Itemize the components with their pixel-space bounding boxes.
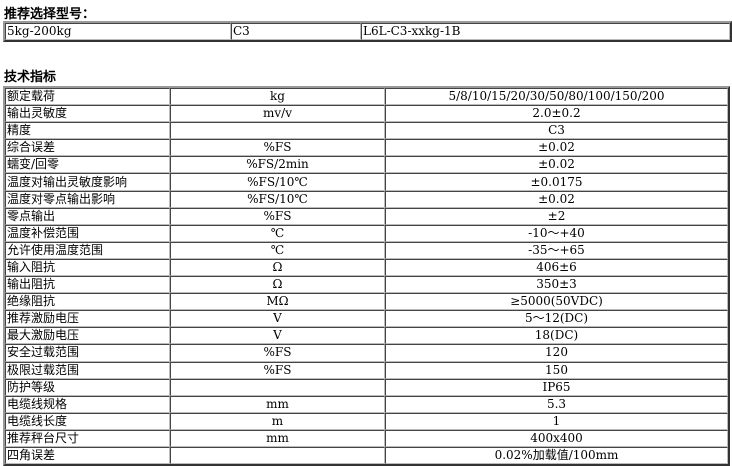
table-row: 绝缘阻抗 MΩ ≥5000(50VDC) — [5, 293, 728, 311]
unit-cell: %FS — [170, 344, 385, 362]
value-cell: ±2 — [385, 207, 728, 225]
table-row: 5kg-200kg C3 L6L-C3-xxkg-1B — [5, 23, 730, 40]
value-cell: 1 — [385, 412, 728, 430]
model-section-title: 推荐选择型号： — [4, 7, 96, 22]
unit-cell: %FS/10℃ — [170, 173, 385, 191]
unit-cell: %FS — [170, 139, 385, 157]
parameter-cell: 输出阻抗 — [5, 276, 170, 294]
unit-cell — [170, 122, 385, 140]
value-cell: 400x400 — [385, 429, 728, 447]
table-row: 温度对输出灵敏度影响 %FS/10℃ ±0.0175 — [5, 173, 728, 191]
parameter-cell: 精度 — [5, 122, 170, 140]
value-cell: 18(DC) — [385, 327, 728, 345]
table-row: 最大激励电压 V 18(DC) — [5, 327, 728, 345]
unit-cell: Ω — [170, 258, 385, 277]
unit-cell: %FS — [170, 207, 385, 225]
unit-cell: V — [170, 327, 385, 345]
parameter-cell: 防护等级 — [5, 378, 170, 396]
unit-cell: m — [170, 412, 385, 430]
unit-cell: kg — [170, 88, 385, 106]
unit-cell: mv/v — [170, 105, 385, 123]
table-row: 推荐激励电压 V 5～12(DC) — [5, 310, 728, 328]
value-cell: IP65 — [385, 378, 728, 396]
value-cell: ±0.02 — [385, 190, 728, 208]
parameter-cell: 电缆线规格 — [5, 395, 170, 413]
unit-cell: V — [170, 310, 385, 328]
unit-cell: mm — [170, 395, 385, 413]
parameter-cell: 蠕变/回零 — [5, 156, 170, 174]
parameter-cell: 输入阻抗 — [5, 258, 170, 277]
model-number-cell: L6L-C3-xxkg-1B — [361, 23, 730, 40]
value-cell: 0.02%加载值/100mm — [385, 446, 728, 465]
parameter-cell: 四角误差 — [5, 446, 170, 465]
unit-cell: mm — [170, 429, 385, 447]
table-row: 输出灵敏度 mv/v 2.0±0.2 — [5, 105, 728, 123]
table-row: 综合误差 %FS ±0.02 — [5, 139, 728, 157]
unit-cell: %FS — [170, 361, 385, 379]
value-cell: 406±6 — [385, 258, 728, 277]
parameter-cell: 温度补偿范围 — [5, 224, 170, 242]
table-row: 极限过载范围 %FS 150 — [5, 361, 728, 379]
parameter-cell: 输出灵敏度 — [5, 105, 170, 123]
value-cell: -35～+65 — [385, 241, 728, 259]
value-cell: ±0.02 — [385, 156, 728, 174]
unit-cell: Ω — [170, 276, 385, 294]
unit-cell: %FS/10℃ — [170, 190, 385, 208]
table-row: 防护等级 IP65 — [5, 378, 728, 396]
value-cell: 2.0±0.2 — [385, 105, 728, 123]
table-row: 输出阻抗 Ω 350±3 — [5, 276, 728, 294]
unit-cell: ℃ — [170, 241, 385, 259]
parameter-cell: 温度对零点输出影响 — [5, 190, 170, 208]
value-cell: 5～12(DC) — [385, 310, 728, 328]
parameter-cell: 综合误差 — [5, 139, 170, 157]
unit-cell: %FS/2min — [170, 156, 385, 174]
value-cell: ±0.02 — [385, 139, 728, 157]
table-row: 额定载荷 kg 5/8/10/15/20/30/50/80/100/150/200 — [5, 88, 728, 106]
parameter-cell: 绝缘阻抗 — [5, 293, 170, 311]
unit-cell — [170, 446, 385, 465]
parameter-cell: 零点输出 — [5, 207, 170, 225]
unit-cell — [170, 378, 385, 396]
value-cell: 350±3 — [385, 276, 728, 294]
value-cell: -10～+40 — [385, 224, 728, 242]
value-cell: 5.3 — [385, 395, 728, 413]
parameter-cell: 温度对输出灵敏度影响 — [5, 173, 170, 191]
spec-table: 额定载荷 kg 5/8/10/15/20/30/50/80/100/150/200 输… — [3, 86, 730, 466]
parameter-cell: 推荐秤台尺寸 — [5, 429, 170, 447]
table-row: 精度 C3 — [5, 122, 728, 140]
value-cell: ±0.0175 — [385, 173, 728, 191]
value-cell: 5/8/10/15/20/30/50/80/100/150/200 — [385, 88, 728, 106]
table-row: 安全过载范围 %FS 120 — [5, 344, 728, 362]
table-row: 温度对零点输出影响 %FS/10℃ ±0.02 — [5, 190, 728, 208]
parameter-cell: 电缆线长度 — [5, 412, 170, 430]
parameter-cell: 极限过载范围 — [5, 361, 170, 379]
table-row: 输入阻抗 Ω 406±6 — [5, 258, 728, 277]
table-row: 推荐秤台尺寸 mm 400x400 — [5, 429, 728, 447]
accuracy-cell: C3 — [231, 23, 361, 40]
parameter-cell: 安全过载范围 — [5, 344, 170, 362]
table-row: 电缆线长度 m 1 — [5, 412, 728, 430]
parameter-cell: 最大激励电压 — [5, 327, 170, 345]
parameter-cell: 推荐激励电压 — [5, 310, 170, 328]
table-row: 四角误差 0.02%加载值/100mm — [5, 446, 728, 465]
table-row: 蠕变/回零 %FS/2min ±0.02 — [5, 156, 728, 174]
unit-cell: ℃ — [170, 224, 385, 242]
parameter-cell: 额定载荷 — [5, 88, 170, 106]
value-cell: C3 — [385, 122, 728, 140]
model-table: 5kg-200kg C3 L6L-C3-xxkg-1B — [3, 21, 732, 42]
table-row: 电缆线规格 mm 5.3 — [5, 395, 728, 413]
table-row: 温度补偿范围 ℃ -10～+40 — [5, 224, 728, 242]
value-cell: ≥5000(50VDC) — [385, 293, 728, 311]
value-cell: 120 — [385, 344, 728, 362]
parameter-cell: 允许使用温度范围 — [5, 241, 170, 259]
table-row: 零点输出 %FS ±2 — [5, 207, 728, 225]
table-row: 允许使用温度范围 ℃ -35～+65 — [5, 241, 728, 259]
capacity-range-cell: 5kg-200kg — [5, 23, 231, 40]
spec-section-title: 技术指标 — [4, 70, 57, 85]
unit-cell: MΩ — [170, 293, 385, 311]
value-cell: 150 — [385, 361, 728, 379]
